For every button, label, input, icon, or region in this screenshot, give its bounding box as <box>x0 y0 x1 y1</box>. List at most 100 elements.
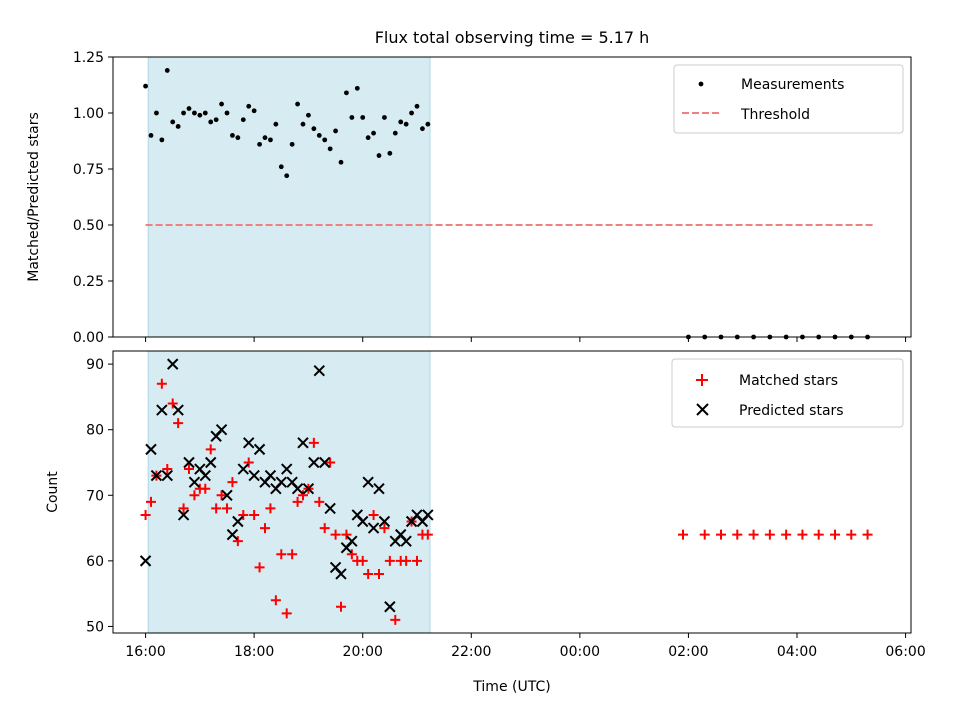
predicted-star-point <box>167 358 179 370</box>
matched-star-point <box>140 509 151 520</box>
matched-star-point <box>319 523 330 534</box>
matched-star-point <box>249 509 260 520</box>
predicted-star-point <box>384 601 396 613</box>
matched-star-point <box>764 529 775 540</box>
top-y-tick-label: 0.75 <box>73 162 104 178</box>
x-tick-label: 06:00 <box>885 644 925 660</box>
matched-star-point <box>205 444 216 455</box>
predicted-star-point <box>302 483 315 495</box>
x-tick-label: 16:00 <box>125 644 165 660</box>
matched-star-point <box>184 464 194 475</box>
predicted-star-point <box>367 522 380 534</box>
bottom-data-layer <box>139 358 873 625</box>
matched-star-point <box>325 457 336 468</box>
legend-predicted-label: Predicted stars <box>739 403 844 419</box>
matched-star-point <box>260 523 270 534</box>
predicted-star-point <box>248 469 260 482</box>
top-chart-panel: 0.00 0.25 0.50 0.75 1.00 1.25 Flux total obse… <box>26 28 912 346</box>
predicted-star-point <box>313 364 325 377</box>
legend-measurements-label: Measurements <box>741 77 844 93</box>
bottom-legend: Matched stars Predicted stars <box>671 358 904 428</box>
measurement-point <box>382 115 387 120</box>
measurement-point <box>333 128 338 134</box>
measurement-point <box>186 106 192 111</box>
matched-star-point <box>678 529 688 540</box>
matched-star-point <box>232 536 243 547</box>
matched-star-point <box>167 398 178 409</box>
predicted-star-point <box>275 476 287 488</box>
predicted-star-point <box>156 404 168 416</box>
matched-star-point <box>368 509 379 520</box>
matched-star-point <box>281 608 292 619</box>
measurement-point <box>262 135 268 141</box>
measurement-point <box>181 110 186 116</box>
matched-star-point <box>238 509 249 520</box>
matched-star-point <box>146 496 156 507</box>
measurement-point <box>278 164 284 170</box>
bottom-legend-box <box>671 358 904 428</box>
measurement-point <box>257 141 262 147</box>
measurement-point <box>230 133 235 138</box>
measurement-point <box>311 126 317 132</box>
measurement-point <box>240 117 246 123</box>
matched-star-point <box>732 529 743 540</box>
measurement-point <box>344 90 349 96</box>
top-y-axis: 0.00 0.25 0.50 0.75 1.00 1.25 <box>73 50 113 346</box>
measurement-point <box>154 110 159 116</box>
predicted-star-point <box>226 528 239 541</box>
matched-star-point <box>270 595 281 606</box>
measurement-point <box>273 121 279 127</box>
legend-predicted-marker <box>696 403 709 416</box>
measurement-point <box>306 112 311 118</box>
predicted-star-point <box>172 404 184 416</box>
matched-star-point <box>308 437 319 448</box>
matched-star-point <box>330 529 341 540</box>
predicted-star-point <box>139 555 152 567</box>
x-tick-label: 18:00 <box>234 644 274 660</box>
matched-star-point <box>287 549 298 560</box>
measurement-point <box>175 124 181 129</box>
measurement-point <box>284 173 290 179</box>
measurement-point <box>398 119 404 125</box>
measurement-point <box>338 159 344 165</box>
measurement-point <box>403 121 409 127</box>
measurement-point <box>327 146 333 152</box>
matched-star-point <box>846 529 857 540</box>
measurement-point <box>387 150 393 156</box>
measurement-point <box>246 103 252 109</box>
x-tick-label: 04:00 <box>777 644 817 660</box>
measurement-point <box>164 68 170 73</box>
matched-star-point <box>412 555 422 566</box>
predicted-star-point <box>308 456 320 469</box>
matched-star-point <box>781 529 792 540</box>
x-tick-label: 02:00 <box>668 644 708 660</box>
predicted-star-point <box>205 456 217 469</box>
top-data-layer <box>143 68 873 340</box>
measurement-point <box>376 153 382 158</box>
predicted-star-point <box>145 443 157 456</box>
bottom-y-tick-label: 50 <box>86 619 104 635</box>
predicted-star-point <box>221 489 233 501</box>
predicted-star-point <box>253 443 266 456</box>
predicted-star-point <box>150 469 163 482</box>
predicted-star-point <box>188 476 201 488</box>
predicted-star-point <box>422 509 434 521</box>
predicted-star-point <box>319 456 331 469</box>
matched-star-point <box>216 490 227 501</box>
matched-star-point <box>384 555 395 566</box>
predicted-star-point <box>346 535 358 547</box>
measurement-point <box>295 101 300 107</box>
x-tick-label: 20:00 <box>343 644 383 660</box>
predicted-star-point <box>232 515 244 528</box>
predicted-star-point <box>335 568 347 580</box>
measurement-point <box>192 110 197 116</box>
predicted-star-point <box>183 456 195 469</box>
measurement-point <box>251 108 257 114</box>
predicted-star-point <box>291 483 304 495</box>
matched-star-point <box>156 378 167 389</box>
matched-star-point <box>813 529 824 540</box>
top-legend-box <box>673 64 904 134</box>
matched-star-point <box>211 503 222 514</box>
predicted-star-point <box>378 515 391 528</box>
matched-star-point <box>243 457 254 468</box>
